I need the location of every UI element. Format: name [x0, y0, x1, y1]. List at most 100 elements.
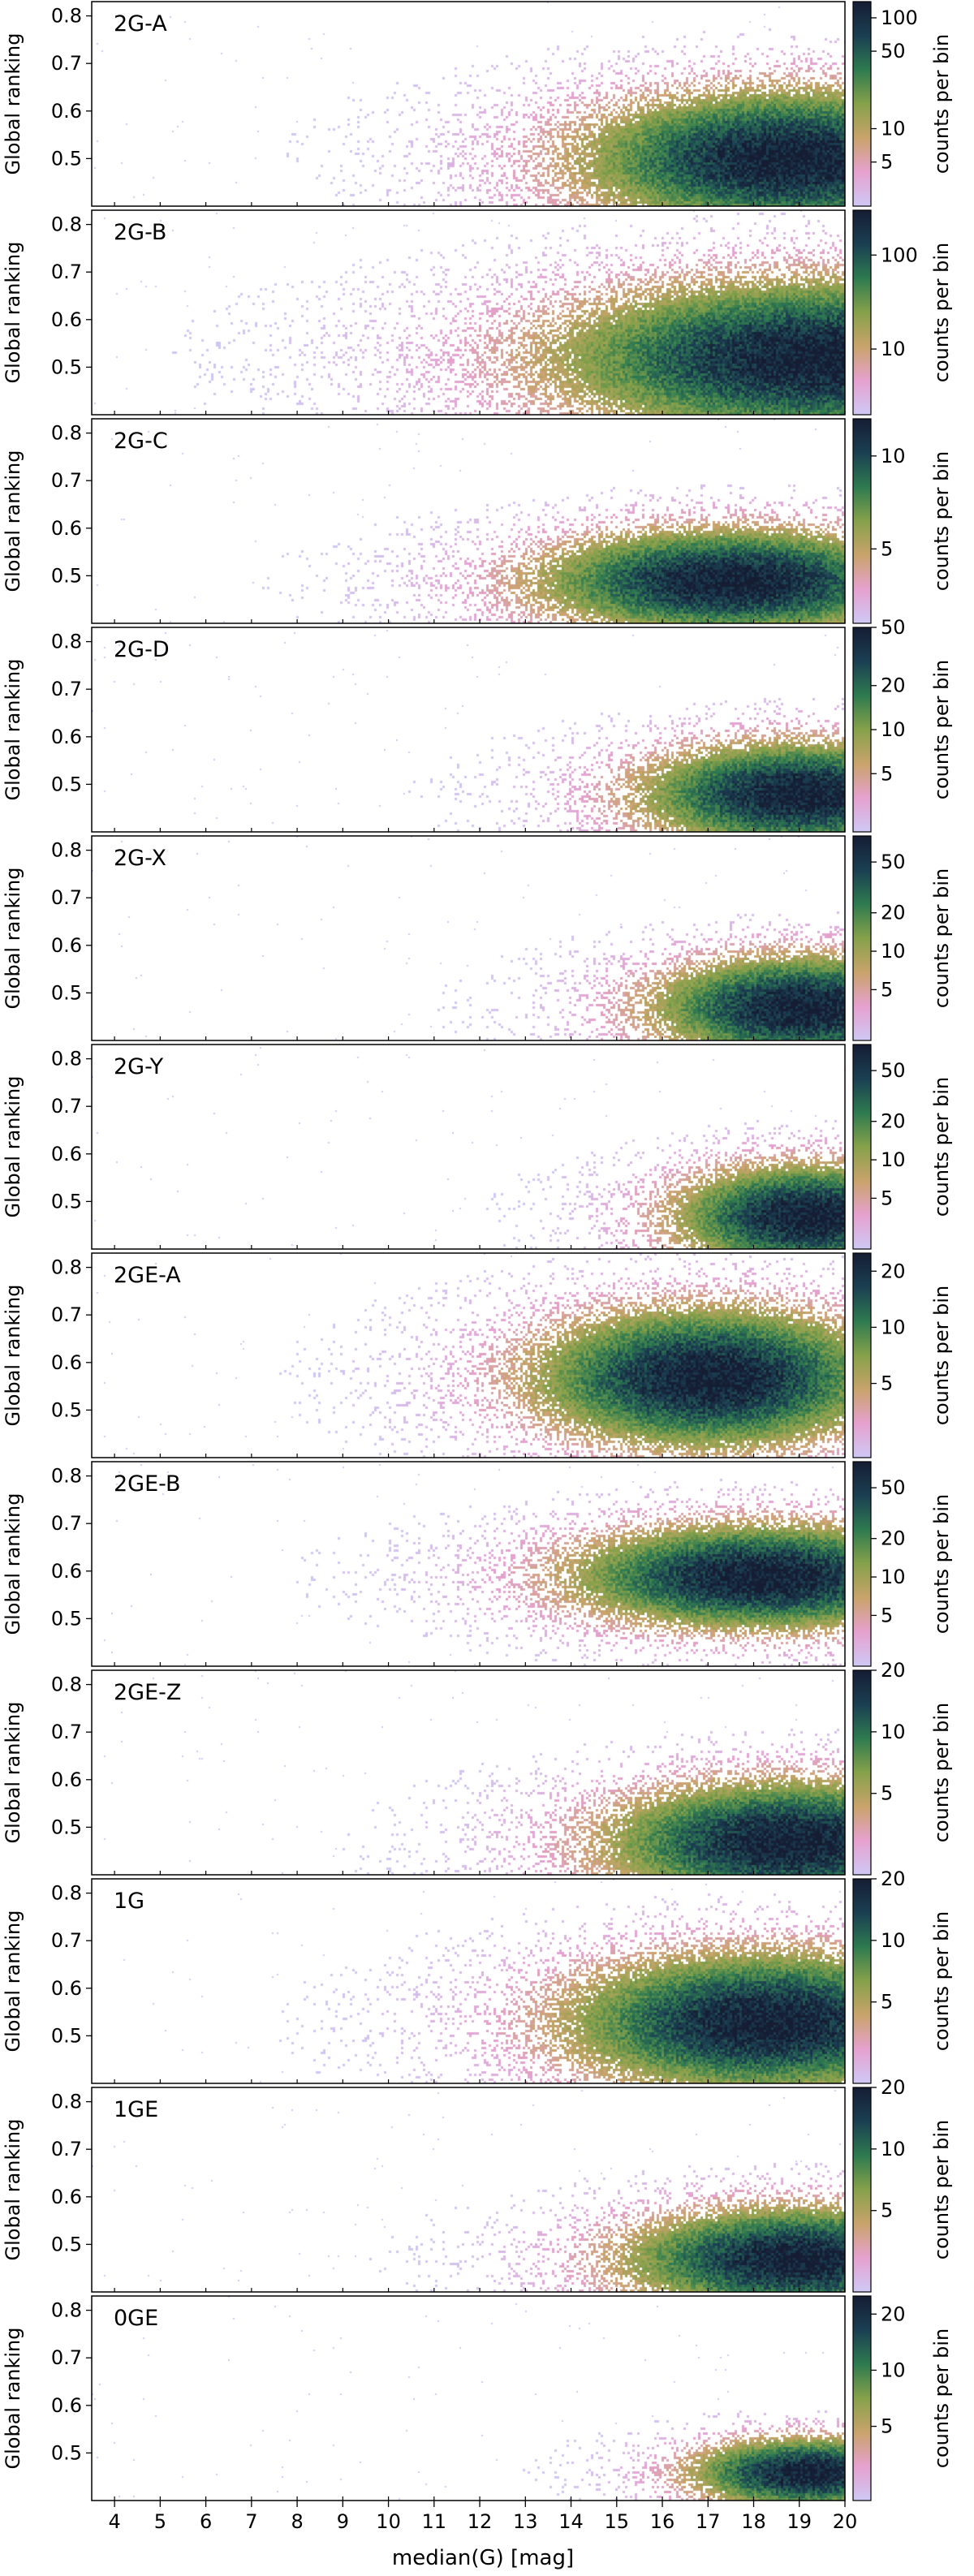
- panel-label: 2G-C: [114, 429, 168, 454]
- y-tick-label: 0.7: [51, 1512, 82, 1535]
- panel-label: 2GE-A: [114, 1263, 181, 1288]
- axes-frame: [91, 1878, 846, 2084]
- x-tick-label: 4: [108, 2510, 120, 2533]
- colorbar-tick-label: 20: [881, 674, 906, 697]
- axes-frame: [91, 1252, 846, 1458]
- y-tick-label: 0.6: [51, 517, 82, 540]
- colorbar-tick-label: 20: [881, 1867, 906, 1890]
- colorbar-tick-label: 10: [881, 338, 906, 360]
- y-tick-label: 0.7: [51, 2346, 82, 2369]
- y-tick-label: 0.8: [51, 1882, 82, 1905]
- y-tick-label: 0.5: [51, 2441, 82, 2464]
- y-tick-label: 0.7: [51, 886, 82, 909]
- y-axis-label: Global ranking: [2, 1076, 24, 1218]
- panel-2g-b: 2G-B 0.5 0.6 0.7 0.8 Global ranking 10 100 count…: [2, 209, 953, 416]
- y-tick-label: 0.6: [51, 1351, 82, 1374]
- colorbar-tick-label: 10: [881, 1721, 906, 1743]
- y-axis-label: Global ranking: [2, 450, 24, 592]
- y-axis-label: Global ranking: [2, 2119, 24, 2261]
- colorbar-label: counts per bin: [930, 1077, 953, 1217]
- y-tick-label: 0.5: [51, 1816, 82, 1838]
- panels: 2G-A 0.5 0.6 0.7 0.8 Global ranking 5 10 50 100 co…: [2, 1, 953, 2533]
- heatmap-image: [92, 627, 845, 832]
- y-tick-label: 0.7: [51, 1303, 82, 1326]
- colorbar: [852, 209, 872, 416]
- colorbar-label: counts per bin: [930, 868, 953, 1008]
- heatmap-image: [92, 1462, 845, 1666]
- y-tick-label: 0.6: [51, 934, 82, 957]
- y-axis-label: Global ranking: [2, 1493, 24, 1635]
- colorbar-tick-label: 10: [881, 2358, 906, 2381]
- colorbar-label: counts per bin: [930, 2328, 953, 2468]
- y-axis-label: Global ranking: [2, 1702, 24, 1844]
- y-tick-label: 0.8: [51, 422, 82, 445]
- heatmap-image: [92, 1670, 845, 1875]
- colorbar-tick-label: 5: [881, 1782, 893, 1805]
- panel-2g-a: 2G-A 0.5 0.6 0.7 0.8 Global ranking 5 10 50 100 co…: [2, 1, 953, 207]
- panel-label: 0GE: [114, 2306, 158, 2331]
- y-tick-label: 0.6: [51, 308, 82, 331]
- y-tick-label: 0.8: [51, 2091, 82, 2113]
- colorbar-tick-label: 5: [881, 1372, 893, 1395]
- y-tick-label: 0.8: [51, 1674, 82, 1696]
- axes-frame: [91, 1461, 846, 1667]
- colorbar-tick-label: 5: [881, 2415, 893, 2438]
- y-tick-label: 0.6: [51, 1560, 82, 1583]
- y-tick-label: 0.6: [51, 726, 82, 748]
- x-tick-label: 5: [154, 2510, 166, 2533]
- y-tick-label: 0.8: [51, 5, 82, 28]
- colorbar-tick-label: 5: [881, 978, 893, 1001]
- axes-frame: [91, 2087, 846, 2293]
- colorbar: [852, 1252, 872, 1458]
- colorbar-tick-label: 20: [881, 1110, 906, 1133]
- y-tick-label: 0.5: [51, 981, 82, 1004]
- colorbar-tick-label: 100: [881, 6, 918, 29]
- y-tick-label: 0.7: [51, 52, 82, 75]
- colorbar-label: counts per bin: [930, 2120, 953, 2259]
- y-tick-label: 0.7: [51, 678, 82, 700]
- heatmap-image: [92, 1253, 845, 1458]
- colorbar-tick-label: 10: [881, 940, 906, 963]
- heatmap-image: [92, 1045, 845, 1249]
- colorbar-tick-label: 50: [881, 1476, 906, 1499]
- colorbar-tick-label: 20: [881, 902, 906, 924]
- axes-frame: [91, 627, 846, 833]
- x-tick-label: 6: [200, 2510, 212, 2533]
- y-axis-label: Global ranking: [2, 1910, 24, 2053]
- y-tick-label: 0.5: [51, 2024, 82, 2047]
- panel-2ge-b: 2GE-B 0.5 0.6 0.7 0.8 Global ranking 5 10 20 50 co…: [2, 1461, 953, 1667]
- heatmap-image: [92, 836, 845, 1040]
- y-tick-label: 0.5: [51, 773, 82, 795]
- x-tick-label: 20: [833, 2510, 858, 2533]
- y-tick-label: 0.8: [51, 1256, 82, 1279]
- colorbar-tick-label: 10: [881, 1566, 906, 1588]
- colorbar: [852, 835, 872, 1041]
- panel-label: 1GE: [114, 2097, 158, 2122]
- panel-label: 2G-Y: [114, 1054, 164, 1079]
- colorbar-tick-label: 10: [881, 1316, 906, 1338]
- x-tick-label: 19: [787, 2510, 812, 2533]
- colorbar-tick-label: 5: [881, 1991, 893, 2014]
- colorbar-label: counts per bin: [930, 243, 953, 382]
- panel-2g-y: 2G-Y 0.5 0.6 0.7 0.8 Global ranking 5 10 20 50 cou…: [2, 1044, 953, 1250]
- axes-frame: [91, 1669, 846, 1876]
- y-axis-label: Global ranking: [2, 659, 24, 801]
- y-tick-label: 0.7: [51, 469, 82, 492]
- panel-2g-c: 2G-C 0.5 0.6 0.7 0.8 Global ranking 5 10 counts …: [2, 418, 953, 624]
- x-tick-label: 7: [245, 2510, 257, 2533]
- colorbar-tick-label: 10: [881, 718, 906, 741]
- x-tick-label: 15: [605, 2510, 630, 2533]
- colorbar-label: counts per bin: [930, 1286, 953, 1425]
- y-axis-label: Global ranking: [2, 2328, 24, 2470]
- x-tick-label: 10: [376, 2510, 401, 2533]
- x-tick-label: 18: [741, 2510, 766, 2533]
- x-tick-label: 16: [650, 2510, 675, 2533]
- x-tick-label: 9: [337, 2510, 349, 2533]
- colorbar-tick-label: 50: [881, 616, 906, 639]
- colorbar-tick-label: 20: [881, 1527, 906, 1550]
- panel-1ge: 1GE 0.5 0.6 0.7 0.8 Global ranking 5 10 20 counts…: [2, 2076, 953, 2293]
- y-tick-label: 0.8: [51, 839, 82, 862]
- y-tick-label: 0.5: [51, 1607, 82, 1630]
- y-axis-label: Global ranking: [2, 33, 24, 175]
